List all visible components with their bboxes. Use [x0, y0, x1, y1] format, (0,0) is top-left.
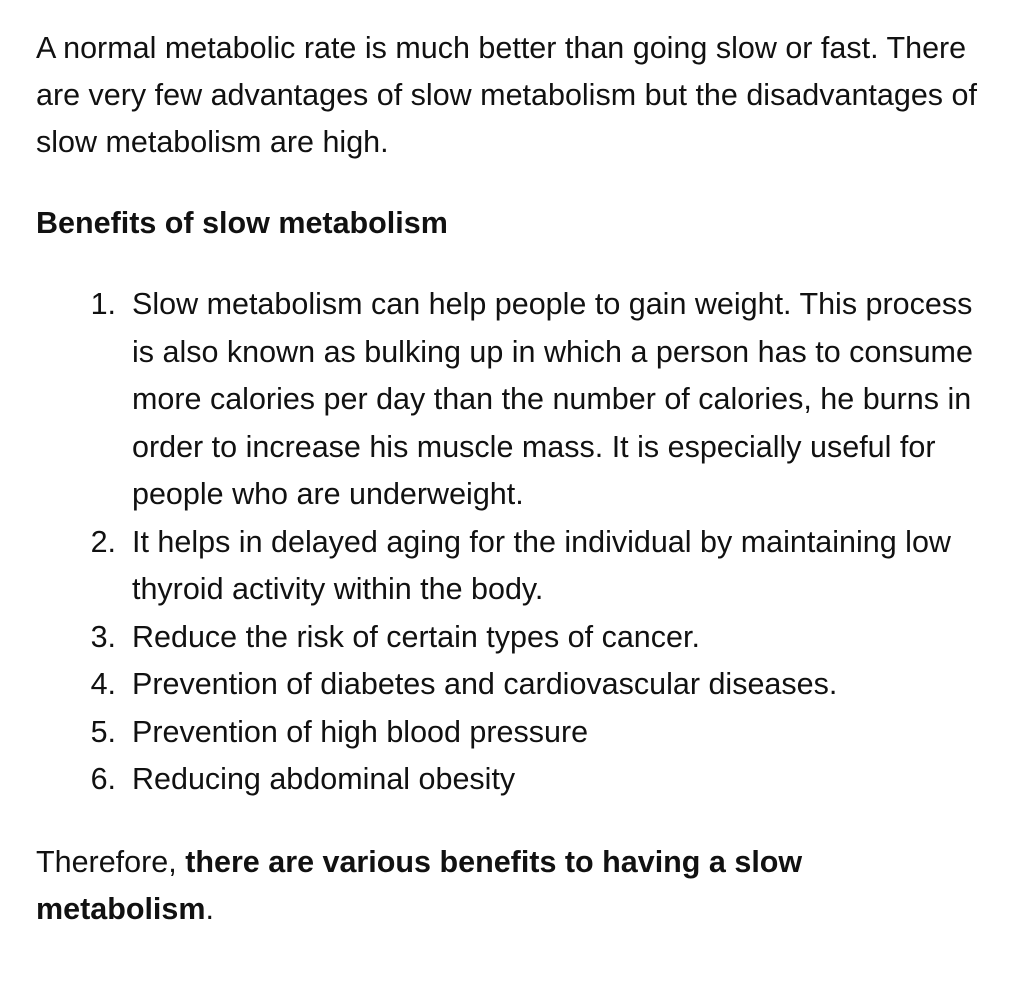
list-item-text: Reducing abdominal obesity: [132, 762, 516, 796]
list-item: 3. Reduce the risk of certain types of c…: [36, 614, 988, 662]
conclusion-end: .: [205, 891, 214, 926]
list-item-number: 3.: [90, 619, 116, 654]
conclusion-lead: Therefore,: [36, 844, 186, 879]
list-item-text: Slow metabolism can help people to gain …: [132, 287, 973, 511]
list-item-number: 2.: [90, 524, 116, 559]
list-item: 2. It helps in delayed aging for the ind…: [36, 519, 988, 614]
list-item-text: Reduce the risk of certain types of canc…: [132, 619, 700, 654]
list-item-number: 5.: [90, 714, 116, 749]
list-item-text: Prevention of diabetes and cardiovascula…: [132, 667, 838, 701]
list-item-number: 4.: [90, 667, 116, 701]
conclusion-emphasis: there are various benefits to having a s…: [36, 844, 803, 926]
list-item-text: It helps in delayed aging for the indivi…: [132, 524, 951, 607]
list-item: 6. Reducing abdominal obesity: [36, 756, 988, 804]
conclusion-paragraph: Therefore, there are various benefits to…: [36, 839, 988, 933]
list-item: 1. Slow metabolism can help people to ga…: [36, 281, 988, 519]
benefits-list: 1. Slow metabolism can help people to ga…: [36, 281, 988, 804]
article-body: A normal metabolic rate is much better t…: [36, 31, 988, 933]
list-item-number: 6.: [90, 762, 116, 796]
intro-paragraph: A normal metabolic rate is much better t…: [36, 31, 977, 159]
list-item-text: Prevention of high blood pressure: [132, 714, 589, 749]
list-item: 4. Prevention of diabetes and cardiovasc…: [36, 661, 988, 709]
list-item-number: 1.: [90, 287, 116, 321]
section-heading: Benefits of slow metabolism: [36, 206, 448, 240]
list-item: 5. Prevention of high blood pressure: [36, 709, 988, 757]
